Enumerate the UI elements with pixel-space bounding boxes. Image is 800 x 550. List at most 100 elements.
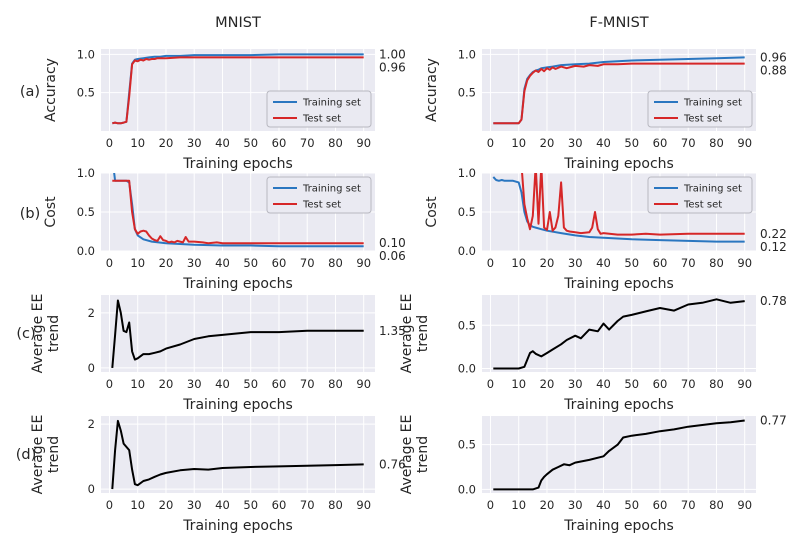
x-axis-label: Training epochs (563, 397, 674, 413)
x-tick-label: 40 (596, 377, 611, 391)
x-tick-label: 60 (272, 377, 287, 391)
x-tick-label: 60 (653, 498, 668, 512)
y-tick-label: 0.5 (458, 205, 476, 219)
x-tick-label: 50 (624, 136, 639, 150)
y-tick-label: 0.5 (458, 318, 476, 332)
x-tick-label: 90 (737, 498, 752, 512)
series-line-test-set (112, 179, 364, 245)
panel-mnist-ee-d: 0 10 20 30 40 50 60 70 80 90 0 2 Training epochs Aver… (30, 415, 406, 534)
legend-entry-label: Test set (302, 200, 341, 211)
x-axis-label: Training epochs (182, 276, 293, 292)
legend: Training set Test set (266, 176, 372, 214)
x-tick-label: 0 (106, 377, 113, 391)
panel-fmnist-accuracy: 0 10 20 30 40 50 60 70 80 90 0.5 1.0 Training epochs… (424, 47, 787, 172)
x-tick-label: 80 (709, 377, 724, 391)
series-line-test-set (493, 62, 745, 125)
x-tick-label: 80 (709, 136, 724, 150)
panel-fmnist-ee-c: 0 10 20 30 40 50 60 70 80 90 0.0 0.5 Training epochs… (399, 294, 787, 413)
row-label-c: (c) (16, 326, 35, 342)
end-value-label: 0.77 (760, 413, 787, 427)
y-tick-label: 0.0 (77, 244, 95, 258)
x-tick-label: 50 (243, 256, 258, 270)
x-tick-label: 20 (159, 377, 174, 391)
y-axis-label: Average EEtrend (399, 294, 431, 374)
legend: Training set Test set (647, 176, 753, 214)
y-tick-label: 2 (88, 306, 95, 320)
x-tick-label: 40 (215, 498, 230, 512)
x-tick-label: 10 (130, 377, 145, 391)
series-line-average-ee (111, 299, 364, 368)
y-tick-label: 1.0 (77, 166, 95, 180)
x-tick-label: 10 (511, 256, 526, 270)
y-tick-label: 0 (88, 361, 95, 375)
y-tick-label: 0 (88, 482, 95, 496)
x-tick-label: 70 (681, 498, 696, 512)
y-tick-label: 0.5 (77, 205, 95, 219)
x-tick-label: 40 (596, 498, 611, 512)
x-tick-label: 30 (187, 498, 202, 512)
y-axis-label: Cost (424, 196, 440, 228)
end-value-label: 1.35 (379, 324, 406, 338)
x-tick-label: 10 (130, 256, 145, 270)
x-tick-label: 0 (106, 256, 113, 270)
x-tick-label: 20 (159, 256, 174, 270)
legend-entry-label: Training set (683, 98, 742, 109)
x-tick-label: 40 (215, 136, 230, 150)
x-tick-label: 40 (596, 256, 611, 270)
y-tick-label: 1.0 (458, 166, 476, 180)
series-line-average-ee (493, 419, 745, 491)
x-tick-label: 80 (328, 498, 343, 512)
x-tick-label: 40 (596, 136, 611, 150)
x-tick-label: 10 (511, 498, 526, 512)
row-label-a: (a) (20, 84, 40, 100)
y-axis-label: Average EEtrend (30, 415, 62, 495)
column-title-fmnist: F-MNIST (589, 15, 648, 31)
x-tick-label: 60 (653, 256, 668, 270)
x-tick-label: 50 (624, 377, 639, 391)
end-value-label: 0.88 (760, 63, 787, 77)
series-line-test-set (521, 173, 745, 236)
legend-entry-label: Training set (302, 98, 361, 109)
x-tick-label: 20 (540, 256, 555, 270)
x-tick-label: 50 (624, 256, 639, 270)
end-value-label: 0.06 (379, 249, 406, 263)
panel-mnist-cost: 0 10 20 30 40 50 60 70 80 90 0.0 0.5 1.0 Training epo… (43, 166, 406, 292)
x-tick-label: 40 (215, 256, 230, 270)
x-tick-label: 90 (356, 136, 371, 150)
x-tick-label: 50 (243, 377, 258, 391)
x-tick-label: 90 (737, 256, 752, 270)
y-axis-label: Average EEtrend (399, 415, 431, 495)
x-axis-label: Training epochs (182, 518, 293, 534)
x-tick-label: 50 (624, 498, 639, 512)
legend: Training set Test set (647, 90, 753, 128)
y-tick-label: 0.5 (77, 86, 95, 100)
panel-mnist-accuracy: 0 10 20 30 40 50 60 70 80 90 0.5 1.0 Training epochs… (43, 47, 406, 172)
x-tick-label: 20 (159, 136, 174, 150)
y-tick-label: 0.5 (458, 438, 476, 452)
x-tick-label: 60 (272, 256, 287, 270)
plot-area (482, 295, 756, 372)
panel-mnist-ee-c: 0 10 20 30 40 50 60 70 80 90 0 2 Training epochs Aver… (30, 294, 406, 413)
x-tick-label: 70 (681, 136, 696, 150)
x-tick-label: 10 (511, 136, 526, 150)
legend-entry-label: Training set (683, 184, 742, 195)
x-axis-label: Training epochs (563, 156, 674, 172)
x-tick-label: 60 (272, 136, 287, 150)
legend-entry-label: Test set (683, 200, 722, 211)
x-tick-label: 30 (187, 256, 202, 270)
x-tick-label: 80 (328, 256, 343, 270)
legend-entry-label: Test set (302, 114, 341, 125)
x-tick-label: 10 (511, 377, 526, 391)
y-axis-label: Cost (43, 196, 59, 228)
end-value-label: 0.96 (760, 50, 787, 64)
x-tick-label: 80 (709, 498, 724, 512)
x-tick-label: 90 (356, 498, 371, 512)
end-value-label: 1.00 (379, 47, 406, 61)
row-label-b: (b) (20, 206, 41, 222)
x-tick-label: 0 (487, 136, 494, 150)
x-tick-label: 60 (653, 136, 668, 150)
panel-fmnist-ee-d: 0 10 20 30 40 50 60 70 80 90 0.0 0.5 Training epochs… (399, 413, 787, 534)
x-tick-label: 90 (737, 377, 752, 391)
x-tick-label: 0 (106, 136, 113, 150)
